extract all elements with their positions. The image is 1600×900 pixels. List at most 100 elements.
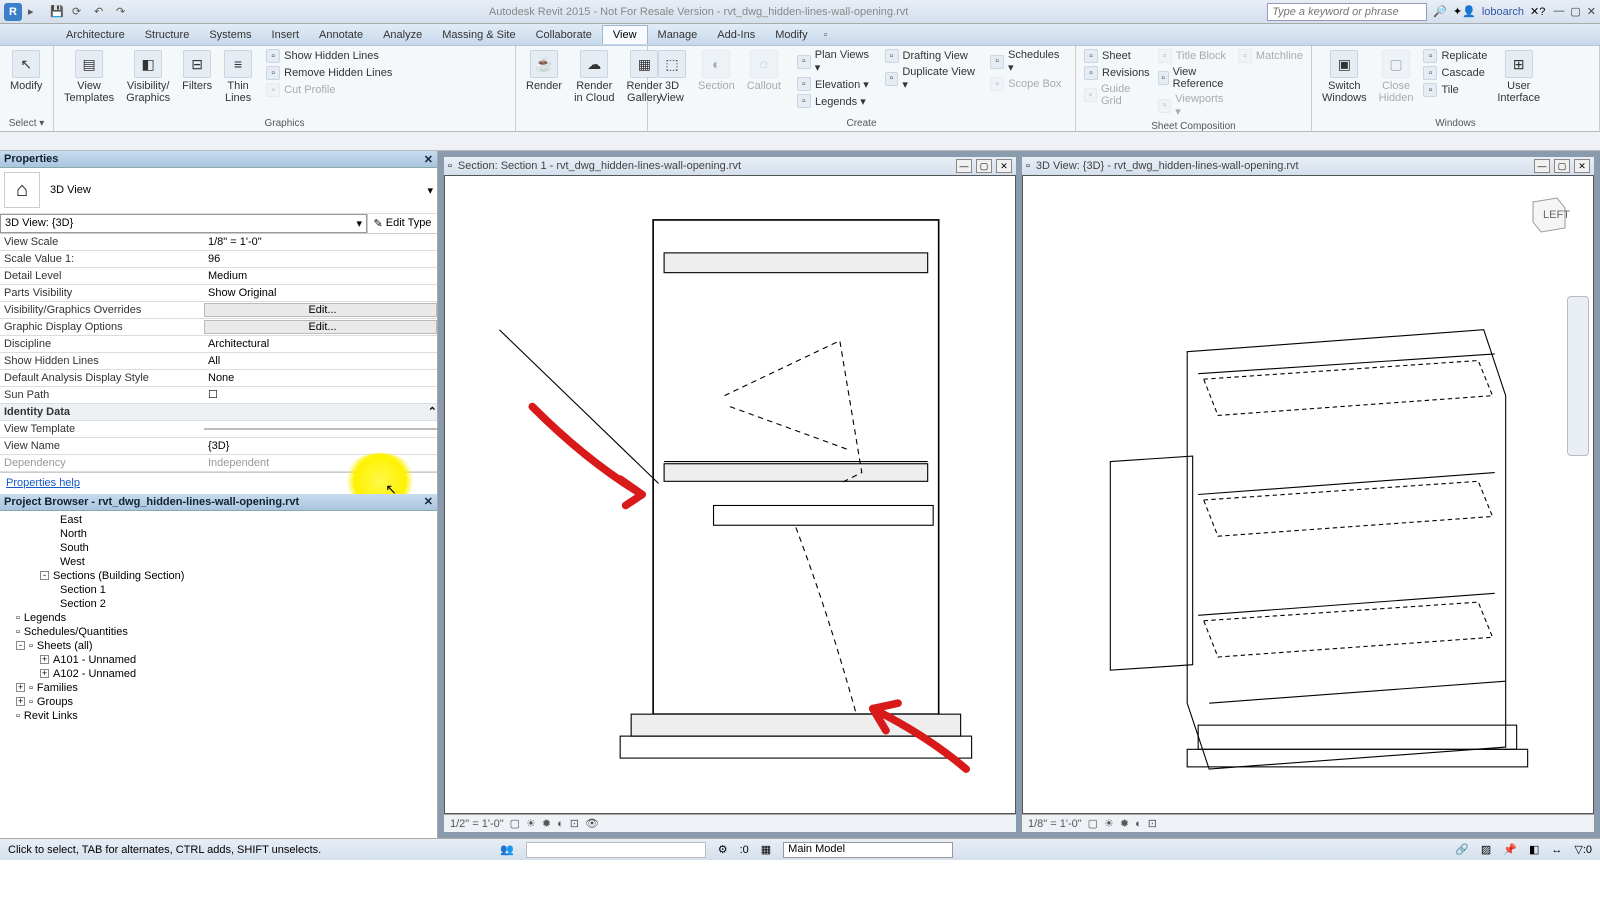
tree-item[interactable]: West (0, 555, 437, 569)
worksets-icon[interactable]: 👥 (500, 843, 514, 856)
active-only[interactable]: :0 (740, 844, 749, 856)
search-icon[interactable]: 🔎 (1433, 5, 1447, 18)
expand-icon[interactable]: - (16, 641, 25, 650)
select-pinned-icon[interactable]: 📌 (1503, 843, 1517, 856)
viewcube[interactable]: LEFT (1521, 186, 1573, 238)
property-row[interactable]: Scale Value 1:96 (0, 251, 437, 268)
show-hidden-lines-button[interactable]: ▫Show Hidden Lines (264, 48, 394, 64)
schedules-button[interactable]: ▫Schedules ▾ (988, 48, 1069, 75)
property-group-header[interactable]: Identity Data⌃ (0, 404, 437, 421)
property-row[interactable]: Graphic Display OptionsEdit... (0, 319, 437, 336)
section-canvas[interactable] (444, 175, 1016, 814)
select-face-icon[interactable]: ◧ (1529, 843, 1539, 856)
minimize-button[interactable]: — (1534, 159, 1550, 173)
tab-systems[interactable]: Systems (199, 26, 261, 44)
tab-addins[interactable]: Add-Ins (707, 26, 765, 44)
tab-collaborate[interactable]: Collaborate (526, 26, 602, 44)
save-icon[interactable]: 💾 (50, 5, 64, 19)
modify-button[interactable]: ↖Modify (6, 48, 46, 94)
type-selector[interactable]: ⌂ 3D View ▾ (0, 168, 437, 214)
3d-view-button[interactable]: ⬚3D View (654, 48, 690, 106)
close-button[interactable]: ✕ (1574, 159, 1590, 173)
project-browser-header[interactable]: Project Browser - rvt_dwg_hidden-lines-w… (0, 494, 437, 511)
visibility-graphics-button[interactable]: ◧Visibility/ Graphics (122, 48, 174, 106)
property-row[interactable]: View Name{3D} (0, 438, 437, 455)
property-row[interactable]: Default Analysis Display StyleNone (0, 370, 437, 387)
view-reference-button[interactable]: ▫View Reference (1156, 65, 1232, 91)
tree-item[interactable]: ▫Legends (0, 611, 437, 625)
view-templates-button[interactable]: ▤View Templates (60, 48, 118, 106)
properties-header[interactable]: Properties ✕ (0, 151, 437, 168)
switch-windows-button[interactable]: ▣Switch Windows (1318, 48, 1371, 106)
tree-item[interactable]: +▫Groups (0, 695, 437, 709)
crop-icon[interactable]: ⊡ (570, 817, 579, 830)
redo-icon[interactable]: ↷ (116, 5, 130, 19)
filter-icon[interactable]: ▽:0 (1574, 843, 1592, 856)
tile-button[interactable]: ▫Tile (1421, 82, 1489, 98)
revisions-button[interactable]: ▫Revisions (1082, 65, 1152, 81)
3d-canvas[interactable]: LEFT (1022, 175, 1594, 814)
shadow-icon[interactable]: ◐ (1135, 818, 1142, 830)
revit-logo-icon[interactable]: R (4, 3, 22, 21)
tab-view[interactable]: View (602, 25, 648, 44)
close-button[interactable]: ✕ (1587, 5, 1596, 18)
panel-dialog-icon[interactable]: ▫ (824, 29, 828, 41)
tab-structure[interactable]: Structure (135, 26, 200, 44)
duplicate-view-button[interactable]: ▫Duplicate View ▾ (883, 65, 985, 92)
style-icon[interactable]: ☀ (1104, 817, 1114, 830)
style-icon[interactable]: ☀ (526, 817, 536, 830)
tab-modify[interactable]: Modify (765, 26, 817, 44)
tab-massing[interactable]: Massing & Site (432, 26, 525, 44)
view-control-bar[interactable]: 1/2" = 1'-0" ▢☀✹◐⊡👁 (444, 814, 1016, 832)
subscription-icon[interactable]: ✦ (1453, 5, 1462, 18)
select-links-icon[interactable]: 🔗 (1455, 843, 1469, 856)
select-underlay-icon[interactable]: ▨ (1481, 843, 1491, 856)
expand-icon[interactable]: + (16, 697, 25, 706)
sun-icon[interactable]: ✹ (1120, 817, 1129, 830)
tree-item[interactable]: ▫Revit Links (0, 709, 437, 723)
instance-selector[interactable]: 3D View: {3D}▾ (0, 214, 367, 233)
view-control-bar[interactable]: 1/8" = 1'-0" ▢ ☀ ✹ ◐ ⊡ (1022, 814, 1594, 832)
exchange-icon[interactable]: ✕ (1530, 5, 1539, 18)
tree-item[interactable]: South (0, 541, 437, 555)
sheet-button[interactable]: ▫Sheet (1082, 48, 1152, 64)
tree-item[interactable]: -Sections (Building Section) (0, 569, 437, 583)
tree-item[interactable]: +A101 - Unnamed (0, 653, 437, 667)
property-row[interactable]: View Template (0, 421, 437, 438)
open-icon[interactable]: ▸ (28, 5, 42, 19)
legends-button[interactable]: ▫Legends ▾ (795, 93, 879, 109)
tab-annotate[interactable]: Annotate (309, 26, 373, 44)
tab-architecture[interactable]: Architecture (56, 26, 135, 44)
expand-icon[interactable]: + (16, 683, 25, 692)
tree-item[interactable]: Section 2 (0, 597, 437, 611)
property-row[interactable]: View Scale1/8" = 1'-0" (0, 234, 437, 251)
property-row[interactable]: DisciplineArchitectural (0, 336, 437, 353)
username[interactable]: loboarch (1482, 6, 1524, 18)
property-row[interactable]: Show Hidden LinesAll (0, 353, 437, 370)
tree-item[interactable]: Section 1 (0, 583, 437, 597)
minimize-button[interactable]: — (1553, 5, 1564, 18)
close-icon[interactable]: ✕ (424, 495, 433, 508)
expand-icon[interactable]: - (40, 571, 49, 580)
infocenter-search-input[interactable] (1267, 3, 1427, 21)
drafting-view-button[interactable]: ▫Drafting View (883, 48, 985, 64)
crop-icon[interactable]: ⊡ (1148, 817, 1157, 830)
detail-icon[interactable]: ▢ (1088, 817, 1098, 830)
shadow-icon[interactable]: ◐ (557, 818, 564, 830)
property-row[interactable]: Detail LevelMedium (0, 268, 437, 285)
render-button[interactable]: ☕Render (522, 48, 566, 94)
design-options-icon[interactable]: ⚙ (718, 843, 728, 856)
render-cloud-button[interactable]: ☁Render in Cloud (570, 48, 618, 106)
maximize-button[interactable]: ▢ (1554, 159, 1570, 173)
elevation-button[interactable]: ▫Elevation ▾ (795, 76, 879, 92)
tree-item[interactable]: ▫Schedules/Quantities (0, 625, 437, 639)
remove-hidden-lines-button[interactable]: ▫Remove Hidden Lines (264, 65, 394, 81)
scale-display[interactable]: 1/8" = 1'-0" (1028, 818, 1082, 830)
tab-insert[interactable]: Insert (262, 26, 310, 44)
select-dropdown[interactable]: Select ▾ (6, 116, 47, 131)
close-icon[interactable]: ✕ (424, 153, 433, 166)
close-button[interactable]: ✕ (996, 159, 1012, 173)
edit-type-button[interactable]: ✎Edit Type (367, 214, 437, 233)
sun-icon[interactable]: ✹ (542, 817, 551, 830)
maximize-button[interactable]: ▢ (976, 159, 992, 173)
